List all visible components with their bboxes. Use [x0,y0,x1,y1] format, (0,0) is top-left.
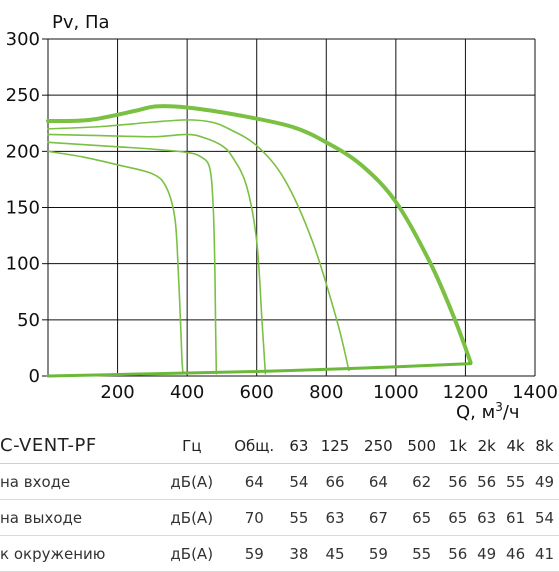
x-tick-label: 1000 [373,382,419,403]
cell-value: 63 [313,499,357,536]
fan-speed-curve [47,150,184,375]
x-tick-label: 600 [240,382,274,403]
fan-speed-curve [47,133,267,375]
y-tick-label: 200 [6,141,40,162]
row-unit: дБ(А) [159,499,224,536]
y-axis-label: Pv, Па [52,12,110,33]
system-curve [46,362,473,378]
model-name: C-VENT-PF [0,428,160,464]
cell-value: 45 [313,535,357,572]
cell-value: 56 [472,463,502,500]
cell-value: 49 [530,463,559,500]
noise-table: C-VENT-PF Гц Общ. 63 125 250 500 1k 2k 4… [0,428,559,572]
cell-value: 55 [284,499,314,536]
fan-speed-curve [47,141,218,375]
y-tick-label: 250 [6,85,40,106]
pressure-flow-chart: 200 400 600 800 1000 1200 1400 300250200150100… [6,12,558,423]
table-row: на выходе дБ(А) 70 55 63 67 65 65 63 61 … [0,499,559,536]
max-fan-curve [46,104,473,365]
table-row: на входе дБ(А) 64 54 66 64 62 56 56 55 4… [0,463,559,500]
row-label: на выходе [0,499,160,536]
header-band: 2k [472,428,502,464]
header-total: Общ. [224,428,285,464]
row-unit: дБ(А) [159,535,224,572]
header-band: 4k [501,428,531,464]
x-axis-label: Q, м3/ч [456,400,520,423]
cell-value: 64 [356,463,401,500]
row-label: на входе [0,463,160,500]
cell-value: 49 [472,535,502,572]
cell-value: 41 [530,535,559,572]
header-band: 63 [284,428,314,464]
chart-curves [46,104,473,378]
cell-value: 56 [443,535,473,572]
cell-value: 63 [472,499,502,536]
x-tick-label: 800 [309,382,343,403]
chart-grid [42,38,536,377]
cell-value: 67 [356,499,401,536]
table-row: к окружению дБ(А) 59 38 45 59 55 56 49 4… [0,535,559,572]
row-total: 59 [224,535,285,572]
header-band: 8k [530,428,559,464]
row-label: к окружению [0,535,160,572]
cell-value: 38 [284,535,314,572]
header-band: 1k [443,428,473,464]
y-tick-label: 300 [6,29,40,50]
y-tick-label: 0 [29,366,40,387]
x-axis-ticks: 200 400 600 800 1000 1200 1400 [100,382,558,403]
cell-value: 54 [284,463,314,500]
y-tick-label: 100 [6,254,40,275]
cell-value: 56 [443,463,473,500]
y-tick-label: 50 [17,310,40,331]
cell-value: 59 [356,535,401,572]
row-total: 64 [224,463,285,500]
cell-value: 62 [400,463,444,500]
y-axis-ticks: 300 250 200 150 100 50 0 [6,29,40,387]
header-band: 125 [313,428,357,464]
header-hz: Гц [159,428,224,464]
x-tick-label: 200 [100,382,134,403]
header-band: 500 [400,428,444,464]
y-tick-label: 150 [6,198,40,219]
table-header-row: C-VENT-PF Гц Общ. 63 125 250 500 1k 2k 4… [0,428,559,464]
row-unit: дБ(А) [159,463,224,500]
cell-value: 54 [530,499,559,536]
cell-value: 65 [400,499,444,536]
header-band: 250 [356,428,401,464]
x-tick-label: 1400 [512,382,558,403]
fan-speed-curve [47,119,350,372]
x-tick-label: 1200 [443,382,489,403]
cell-value: 55 [501,463,531,500]
cell-value: 65 [443,499,473,536]
row-total: 70 [224,499,285,536]
cell-value: 66 [313,463,357,500]
cell-value: 55 [400,535,444,572]
cell-value: 61 [501,499,531,536]
x-tick-label: 400 [170,382,204,403]
cell-value: 46 [501,535,531,572]
